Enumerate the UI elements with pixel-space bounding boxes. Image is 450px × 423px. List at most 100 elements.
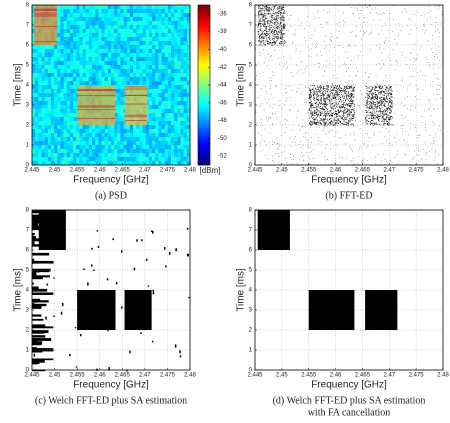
noise-cell bbox=[95, 81, 98, 85]
noise-cell bbox=[165, 9, 168, 13]
noise-cell bbox=[155, 153, 158, 157]
region-stripe bbox=[34, 13, 57, 14]
noise-dot bbox=[435, 27, 436, 28]
region-dot bbox=[374, 99, 375, 100]
region-dot bbox=[261, 26, 262, 27]
noise-cell bbox=[181, 33, 184, 37]
noise-dot bbox=[439, 89, 440, 90]
noise-cell bbox=[111, 29, 114, 33]
noise-dot bbox=[433, 81, 434, 82]
noise-cell bbox=[35, 157, 38, 161]
noise-cell bbox=[67, 29, 70, 33]
noise-cell bbox=[124, 9, 127, 13]
noise-cell bbox=[117, 29, 120, 33]
region-dot bbox=[333, 121, 334, 122]
noise-dot bbox=[364, 98, 365, 99]
noise-cell bbox=[124, 25, 127, 29]
noise-dot bbox=[260, 105, 261, 106]
region-dot bbox=[284, 41, 285, 42]
noise-dot bbox=[424, 143, 425, 144]
noise-cell bbox=[168, 153, 171, 157]
noise-cell bbox=[89, 53, 92, 57]
noise-cell bbox=[152, 137, 155, 141]
noise-dot bbox=[313, 149, 314, 150]
noise-cell bbox=[67, 77, 70, 81]
noise-cell bbox=[79, 81, 82, 85]
noise-cell bbox=[102, 157, 105, 161]
noise-cell bbox=[120, 73, 123, 77]
region-dot bbox=[274, 34, 275, 35]
noise-dot bbox=[399, 140, 400, 141]
noise-cell bbox=[105, 9, 108, 13]
noise-dot bbox=[306, 152, 307, 153]
noise-cell bbox=[136, 49, 139, 53]
noise-dot bbox=[419, 155, 420, 156]
noise-cell bbox=[146, 153, 149, 157]
region-dot bbox=[330, 89, 331, 90]
region-dot bbox=[365, 110, 366, 111]
region-dot bbox=[261, 23, 262, 24]
noise-cell bbox=[177, 137, 180, 141]
noise-cell bbox=[70, 41, 73, 45]
noise-dot bbox=[291, 130, 292, 131]
region-dot bbox=[281, 29, 282, 30]
noise-cell bbox=[117, 97, 120, 101]
noise-dot bbox=[300, 141, 301, 142]
noise-cell bbox=[95, 133, 98, 137]
noise-cell bbox=[98, 21, 101, 25]
noise-dot bbox=[415, 96, 416, 97]
region-dot bbox=[281, 38, 282, 39]
noise-cell bbox=[130, 73, 133, 77]
noise-dot bbox=[426, 160, 427, 161]
region-dot bbox=[333, 97, 334, 98]
region-dot bbox=[310, 107, 311, 108]
colorbar-cell bbox=[198, 120, 210, 123]
noise-cell bbox=[168, 93, 171, 97]
region-dot bbox=[391, 107, 392, 108]
noise-cell bbox=[149, 41, 152, 45]
noise-cell bbox=[57, 77, 60, 81]
noise-cell bbox=[184, 125, 187, 129]
region-dot bbox=[281, 18, 282, 19]
region-dot bbox=[320, 123, 321, 124]
noise-cell bbox=[177, 141, 180, 145]
noise-cell bbox=[174, 17, 177, 21]
noise-dot bbox=[307, 139, 308, 140]
region-dot bbox=[279, 11, 280, 12]
region-dot bbox=[351, 99, 352, 100]
noise-cell bbox=[165, 145, 168, 149]
region-dot bbox=[379, 108, 380, 109]
noise-cell bbox=[143, 69, 146, 73]
noise-dot bbox=[285, 88, 286, 89]
region-dot bbox=[310, 114, 311, 115]
noise-cell bbox=[45, 113, 48, 117]
noise-dot bbox=[285, 124, 286, 125]
noise-cell bbox=[95, 25, 98, 29]
noise-cell bbox=[143, 17, 146, 21]
region-dot bbox=[339, 85, 340, 86]
noise-cell bbox=[155, 85, 158, 89]
region-dot bbox=[311, 116, 312, 117]
noise-dot bbox=[436, 54, 437, 55]
noise-cell bbox=[181, 137, 184, 141]
colorbar-tick-label: -52 bbox=[218, 154, 227, 160]
noise-dot bbox=[302, 120, 303, 121]
noise-dot bbox=[357, 8, 358, 9]
noise-dot bbox=[352, 31, 353, 32]
noise-cell bbox=[95, 45, 98, 49]
noise-dot bbox=[354, 132, 355, 133]
noise-cell bbox=[111, 53, 114, 57]
noise-cell bbox=[86, 49, 89, 53]
noise-cell bbox=[89, 37, 92, 41]
noise-cell bbox=[177, 45, 180, 49]
region-dot bbox=[260, 14, 261, 15]
noise-cell bbox=[102, 25, 105, 29]
region-dot bbox=[335, 122, 336, 123]
region-stripe bbox=[34, 14, 57, 15]
noise-cell bbox=[32, 117, 35, 121]
noise-cell bbox=[117, 45, 120, 49]
noise-cell bbox=[89, 65, 92, 69]
region-dot bbox=[272, 42, 273, 43]
region-dot bbox=[336, 87, 337, 88]
region-dot bbox=[280, 35, 281, 36]
